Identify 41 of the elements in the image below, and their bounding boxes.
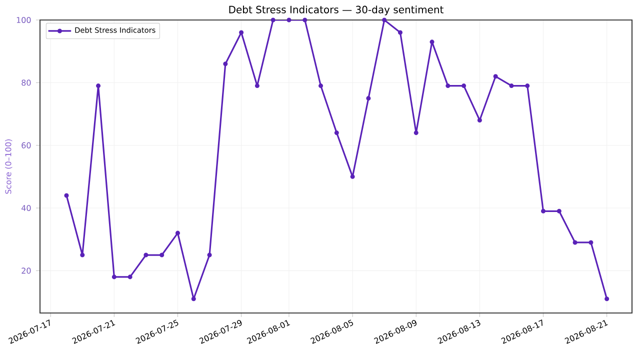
- y-tick-label: 100: [16, 16, 31, 23]
- point: [302, 18, 308, 22]
- y-tick-label: 80: [22, 80, 31, 86]
- point: [270, 18, 276, 22]
- chart-title: Debt Stress Indicators — 30-day sentiment: [229, 6, 444, 16]
- point: [446, 84, 450, 88]
- point: [318, 84, 324, 88]
- y-tick-label: 40: [22, 204, 31, 212]
- point: [462, 84, 466, 88]
- point: [493, 74, 498, 79]
- point: [96, 84, 101, 88]
- y-tick-label: 20: [22, 268, 31, 274]
- point: [525, 84, 530, 88]
- point: [414, 130, 418, 136]
- point: [239, 30, 244, 35]
- point: [509, 84, 514, 88]
- point: [207, 252, 212, 258]
- point: [588, 240, 594, 245]
- point: [350, 174, 355, 179]
- point: [128, 274, 132, 280]
- point: [604, 296, 610, 302]
- point: [334, 130, 339, 136]
- point: [430, 40, 434, 44]
- point: [254, 84, 260, 88]
- point: [64, 193, 69, 198]
- point: [160, 252, 164, 258]
- point: [556, 208, 562, 214]
- point: [191, 296, 196, 302]
- point: [223, 62, 228, 66]
- point: [398, 30, 402, 35]
- point: [80, 252, 85, 258]
- point: [286, 18, 292, 22]
- point: [144, 252, 148, 258]
- point: [541, 208, 546, 214]
- point: [572, 240, 578, 245]
- y-axis-title: Score (0–100): [5, 139, 12, 194]
- point: [382, 18, 387, 22]
- point: [366, 96, 371, 101]
- point: [112, 274, 116, 280]
- y-tick-label: 60: [22, 142, 31, 148]
- point: [175, 230, 180, 236]
